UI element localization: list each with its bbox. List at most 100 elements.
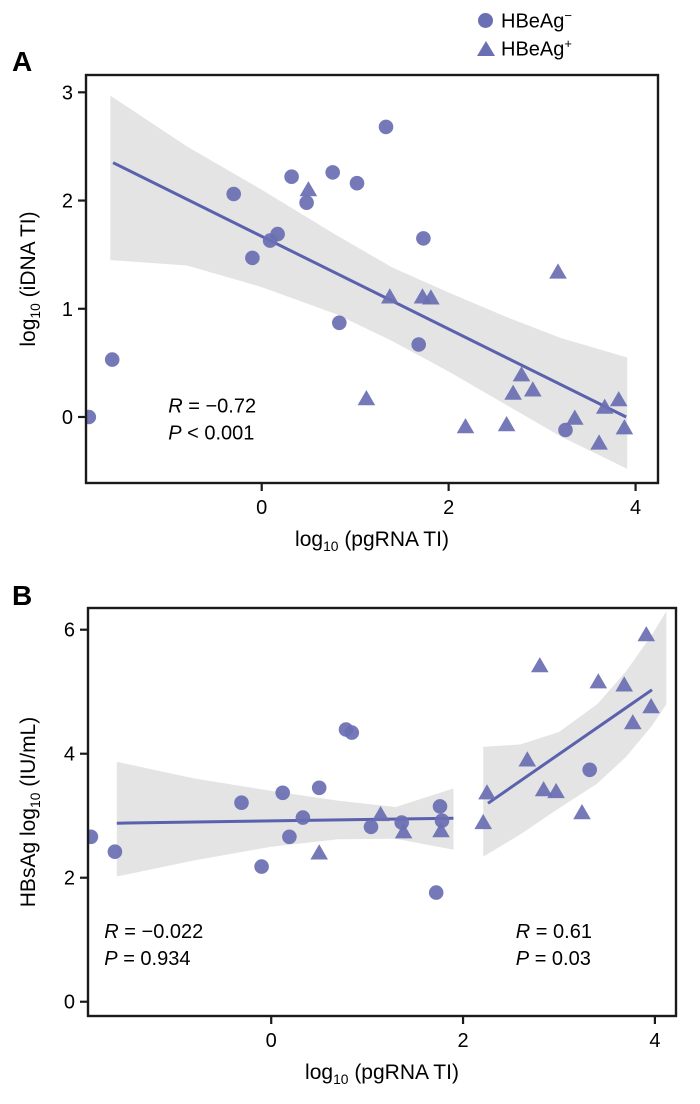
scatter-point-triangle (422, 289, 440, 305)
stat-annotation: P = 0.03 (516, 948, 591, 970)
scatter-point-triangle (595, 398, 614, 414)
y-tick-label: 4 (64, 744, 75, 766)
scatter-point-circle (226, 186, 241, 202)
scatter-point-triangle (549, 263, 567, 279)
scatter-point-circle (416, 231, 431, 246)
stat-annotation: R = −0.022 (104, 921, 203, 943)
y-axis-title: HBsAg log10 (IU/mL) (17, 717, 43, 907)
scatter-point-triangle (590, 434, 608, 450)
stat-annotation: P < 0.001 (168, 423, 254, 445)
scatter-point-triangle (624, 714, 642, 730)
scatter-point-circle (428, 885, 444, 900)
scatter-point-triangle (589, 673, 608, 689)
y-tick-label: 2 (62, 191, 73, 213)
scatter-point-circle (86, 409, 97, 425)
confidence-band (116, 761, 454, 877)
y-axis-title: log10 (iDNA TI) (17, 211, 43, 346)
scatter-point-triangle (518, 751, 537, 767)
scatter-point-triangle (394, 823, 413, 839)
scatter-point-triangle (615, 676, 633, 692)
confidence-band (483, 611, 667, 857)
scatter-point-circle (88, 829, 99, 845)
scatter-point-circle (378, 119, 394, 135)
x-tick-label: 4 (649, 1030, 660, 1052)
scatter-point-triangle (531, 657, 549, 673)
scatter-point-triangle (456, 418, 475, 434)
scatter-point-triangle (642, 698, 660, 714)
scatter-point-circle (434, 813, 450, 828)
scatter-point-triangle (637, 626, 656, 642)
scatter-point-circle (344, 725, 360, 740)
scatter-point-circle (234, 795, 249, 810)
scatter-point-circle (282, 829, 297, 845)
scatter-point-triangle (497, 416, 516, 432)
scatter-point-circle (311, 780, 327, 796)
y-tick-label: 0 (64, 992, 75, 1014)
scatter-point-circle (582, 762, 597, 778)
panel-b-label: B (12, 580, 33, 611)
x-axis-title: log10 (pgRNA TI) (305, 1061, 459, 1087)
scatter-point-triangle (299, 181, 318, 197)
plot-frame (84, 73, 660, 485)
scatter-point-triangle (534, 781, 553, 797)
scatter-point-circle (394, 815, 410, 830)
scatter-point-triangle (573, 804, 591, 820)
panel-a-plot: 0 2 4 0 1 2 3 log10 (pgRNA TI) log10 (iDNA TI) R … (17, 73, 660, 554)
legend-label-hbeag-negative: HBeAg− (501, 8, 572, 33)
plot-frame (86, 606, 678, 1018)
scatter-point-circle (325, 165, 341, 180)
scatter-point-circle (299, 195, 314, 210)
scatter-point-circle (432, 799, 448, 814)
y-tick-label: 3 (62, 82, 73, 104)
scatter-point-triangle (615, 419, 634, 435)
scatter-point-triangle (381, 288, 399, 304)
regression-line (112, 161, 627, 419)
legend-label-hbeag-positive: HBeAg+ (501, 36, 572, 61)
scatter-point-circle (558, 422, 573, 438)
stat-annotation: R = 0.61 (516, 921, 592, 943)
scatter-point-circle (332, 315, 347, 331)
panel-b-plot: 0 2 4 0 2 4 6 log10 (pgRNA TI) HBsAg log10 (IU/m… (17, 606, 678, 1087)
scatter-point-triangle (474, 813, 492, 830)
confidence-band (110, 95, 628, 469)
x-tick-label: 2 (457, 1030, 468, 1052)
scatter-point-triangle (512, 366, 531, 382)
scatter-point-circle (107, 844, 123, 859)
scatter-point-circle (411, 337, 427, 352)
scatter-point-triangle (310, 844, 328, 860)
x-tick-label: 2 (443, 497, 454, 519)
scatter-point-triangle (504, 384, 522, 400)
scatter-point-triangle (547, 782, 565, 799)
legend-item-hbeag-negative: HBeAg− (478, 8, 572, 33)
triangle-marker-icon (476, 41, 495, 56)
x-tick-label: 0 (256, 497, 267, 519)
scatter-point-triangle (566, 409, 584, 425)
regression-line (487, 688, 653, 805)
x-tick-label: 4 (630, 497, 641, 519)
legend: HBeAg− HBeAg+ (476, 8, 572, 61)
scatter-point-circle (284, 169, 299, 184)
scatter-point-triangle (609, 391, 628, 407)
scatter-point-circle (254, 859, 269, 874)
scatter-point-circle (363, 819, 379, 835)
stat-annotation: R = −0.72 (168, 396, 256, 418)
y-tick-label: 0 (62, 407, 73, 429)
scatter-point-circle (104, 352, 120, 367)
scatter-point-circle (270, 226, 285, 242)
y-tick-label: 1 (62, 299, 73, 321)
scatter-point-triangle (478, 784, 496, 800)
legend-item-hbeag-positive: HBeAg+ (476, 36, 572, 61)
y-tick-label: 2 (64, 868, 75, 890)
scatter-point-triangle (432, 822, 450, 838)
scatter-point-circle (295, 810, 311, 825)
stat-annotation: P = 0.934 (104, 948, 190, 970)
x-tick-label: 0 (266, 1030, 277, 1052)
scatter-point-triangle (371, 805, 390, 822)
circle-marker-icon (478, 13, 493, 28)
scatter-point-circle (349, 175, 365, 191)
y-tick-label: 6 (64, 620, 75, 642)
panel-a-label: A (12, 46, 33, 77)
x-axis-title: log10 (pgRNA TI) (295, 528, 449, 554)
scatter-point-circle (245, 250, 260, 266)
